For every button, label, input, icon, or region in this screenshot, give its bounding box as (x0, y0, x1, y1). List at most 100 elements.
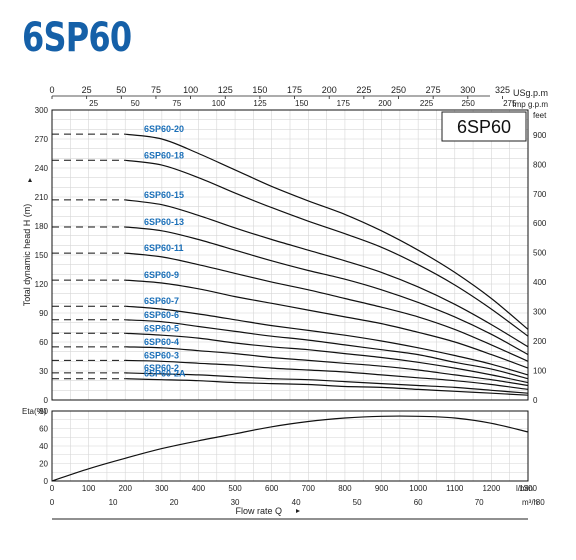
curve-label: 6SP60-11 (144, 243, 184, 253)
curve-label: 6SP60-5 (144, 323, 179, 333)
head-tick-label: 150 (35, 251, 49, 260)
feet-tick-label: 700 (533, 190, 547, 199)
lmin-tick-label: 200 (119, 484, 133, 493)
head-curve (125, 319, 529, 380)
lmin-tick-label: 1200 (482, 484, 500, 493)
m3h-unit: m³/h (522, 498, 538, 507)
curve-label: 6SP60-9 (144, 270, 179, 280)
flow-axis-label: Flow rate Q (235, 506, 282, 516)
lmin-tick-label: 500 (228, 484, 242, 493)
curve-labels: 6SP60-20 6SP60-18 6SP60-15 6SP60-13 6SP60-11… (144, 124, 186, 379)
imp-tick-label: 200 (378, 99, 392, 108)
head-curve (125, 359, 529, 390)
lmin-tick-label: 800 (338, 484, 352, 493)
lmin-tick-label: 400 (192, 484, 206, 493)
usgpm-tick-label: 75 (151, 85, 161, 95)
efficiency-curve-group (51, 415, 529, 482)
head-curve (125, 305, 529, 376)
imp-tick-label: 50 (131, 99, 140, 108)
imp-tick-label: 225 (420, 99, 434, 108)
imp-tick-label: 250 (461, 99, 475, 108)
usgpm-tick-label: 0 (49, 85, 54, 95)
imp-unit: Imp g.p.m (512, 100, 548, 109)
usgpm-tick-label: 175 (287, 85, 302, 95)
feet-unit: feet (533, 111, 547, 120)
head-tick-label: 180 (35, 222, 49, 231)
usgpm-tick-label: 200 (322, 85, 337, 95)
head-axis-arrow-icon (28, 178, 32, 182)
head-curve (125, 252, 529, 362)
head-tick-label: 0 (44, 396, 49, 405)
feet-tick-label: 500 (533, 249, 547, 258)
usgpm-tick-label: 150 (252, 85, 267, 95)
lmin-tick-label: 1300 (519, 484, 537, 493)
model-box-label: 6SP60 (457, 117, 511, 137)
efficiency-plot-frame (51, 410, 529, 482)
page-title: 6SP60 (22, 15, 132, 61)
m3h-tick-label: 80 (536, 498, 545, 507)
head-axis-label: Total dynamic head H (m) (22, 204, 32, 307)
head-tick-label: 30 (39, 367, 48, 376)
lmin-tick-label: 600 (265, 484, 279, 493)
usgpm-unit: USg.p.m (513, 88, 548, 98)
lmin-tick-label: 700 (302, 484, 316, 493)
imp-tick-label: 25 (89, 99, 98, 108)
curve-label: 6SP60-13 (144, 217, 184, 227)
head-curve (125, 226, 529, 356)
eff-tick-label: 80 (39, 407, 48, 416)
m3h-tick-label: 40 (292, 498, 301, 507)
head-tick-label: 300 (35, 106, 49, 115)
head-curve (125, 279, 529, 369)
imp-tick-label: 75 (172, 99, 181, 108)
head-curve (125, 133, 529, 330)
usgpm-tick-label: 25 (82, 85, 92, 95)
model-box (441, 111, 527, 142)
curve-label: 6SP60-18 (144, 150, 184, 160)
curve-label: 6SP60-20 (144, 124, 184, 134)
usgpm-tick-label: 125 (218, 85, 233, 95)
m3h-tick-label: 30 (231, 498, 240, 507)
feet-tick-label: 400 (533, 278, 547, 287)
head-tick-label: 90 (39, 309, 48, 318)
curve-label: 6SP60-6 (144, 310, 179, 320)
head-tick-label: 210 (35, 193, 49, 202)
head-curves (125, 133, 529, 396)
chart-grid (52, 110, 528, 481)
lmin-tick-label: 100 (82, 484, 96, 493)
m3h-tick-label: 70 (475, 498, 484, 507)
m3h-tick-label: 60 (414, 498, 423, 507)
head-plot-frame (51, 109, 529, 401)
lmin-tick-label: 1100 (446, 484, 464, 493)
lmin-unit: l/min (516, 484, 533, 493)
usgpm-tick-label: 325 (495, 85, 510, 95)
curve-label: 6SP60-15 (144, 190, 184, 200)
dashed-extensions (52, 133, 126, 380)
usgpm-tick-label: 250 (391, 85, 406, 95)
imp-tick-label: 150 (295, 99, 309, 108)
curve-label: 6SP60-2 (144, 363, 179, 373)
imp-tick-label: 175 (337, 99, 351, 108)
lmin-tick-label: 300 (155, 484, 169, 493)
head-tick-label: 270 (35, 135, 49, 144)
eff-tick-label: 60 (39, 425, 48, 434)
efficiency-curve (51, 415, 529, 482)
m3h-tick-label: 10 (109, 498, 118, 507)
head-curve (125, 346, 529, 387)
lmin-tick-label: 900 (375, 484, 389, 493)
m3h-tick-label: 50 (353, 498, 362, 507)
usgpm-tick-label: 100 (183, 85, 198, 95)
m3h-tick-label: 20 (170, 498, 179, 507)
chart-axes (51, 95, 529, 482)
eff-axis-label: Eta(%) (22, 407, 47, 416)
curve-label: 6SP60-7 (144, 296, 179, 306)
feet-tick-label: 0 (533, 396, 538, 405)
imp-tick-label: 100 (212, 99, 226, 108)
feet-tick-label: 100 (533, 367, 547, 376)
usgpm-tick-label: 300 (460, 85, 475, 95)
curve-label: 6SP60-4 (144, 337, 179, 347)
usgpm-tick-label: 275 (426, 85, 441, 95)
feet-tick-label: 900 (533, 131, 547, 140)
curve-label: 6SP60-2A (144, 369, 186, 379)
